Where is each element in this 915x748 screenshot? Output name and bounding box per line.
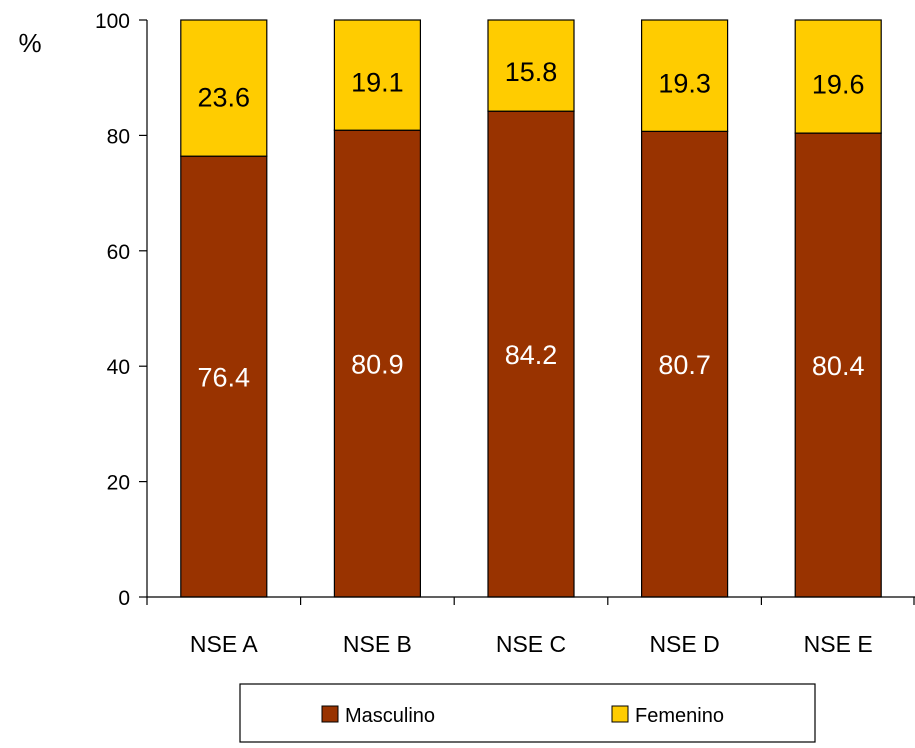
legend: Masculino Femenino	[239, 683, 816, 743]
axes-layer: 0 20 40 60 80 100 NSE A NSE B NSE C NSE D NSE E	[95, 10, 915, 657]
y-tick-label-20: 20	[107, 472, 130, 495]
data-label-masculino-4: 80.7	[658, 350, 711, 380]
bar-femenino-2	[333, 19, 421, 131]
data-label-masculino-5: 80.4	[812, 351, 865, 381]
y-tick-label-100: 100	[95, 10, 130, 33]
data-label-femenino-1: 23.6	[198, 82, 251, 112]
bar-masculino-3	[487, 110, 575, 598]
y-axis-label: %	[18, 28, 41, 58]
bar-femenino-1	[180, 19, 268, 157]
x-tick-label-5: NSE E	[804, 631, 873, 657]
legend-swatch-femenino	[611, 705, 629, 723]
bars-layer: 76.4 23.6 80.9 19.1 84.2 15.8 80.7 19.3 80.4 19.6	[180, 19, 882, 598]
data-label-femenino-5: 19.6	[812, 69, 865, 99]
y-tick-label-0: 0	[118, 587, 130, 610]
x-tick-label-3: NSE C	[496, 631, 566, 657]
bar-femenino-5	[794, 19, 882, 134]
legend-swatch-masculino	[321, 705, 339, 723]
data-label-femenino-3: 15.8	[505, 57, 558, 87]
y-tick-label-40: 40	[107, 356, 130, 379]
bar-masculino-1	[180, 155, 268, 598]
legend-label-masculino: Masculino	[345, 705, 435, 727]
bar-femenino-4	[640, 19, 729, 132]
data-label-masculino-1: 76.4	[198, 363, 251, 393]
x-tick-label-4: NSE D	[649, 631, 719, 657]
data-label-masculino-2: 80.9	[351, 350, 404, 380]
data-label-masculino-3: 84.2	[505, 340, 558, 370]
x-tick-label-1: NSE A	[190, 631, 258, 657]
bar-femenino-3	[487, 19, 575, 112]
legend-label-femenino: Femenino	[635, 705, 724, 727]
y-tick-label-60: 60	[107, 241, 130, 264]
data-label-femenino-2: 19.1	[351, 68, 404, 98]
x-tick-label-2: NSE B	[343, 631, 412, 657]
data-label-femenino-4: 19.3	[658, 68, 711, 98]
y-tick-label-80: 80	[107, 125, 130, 148]
